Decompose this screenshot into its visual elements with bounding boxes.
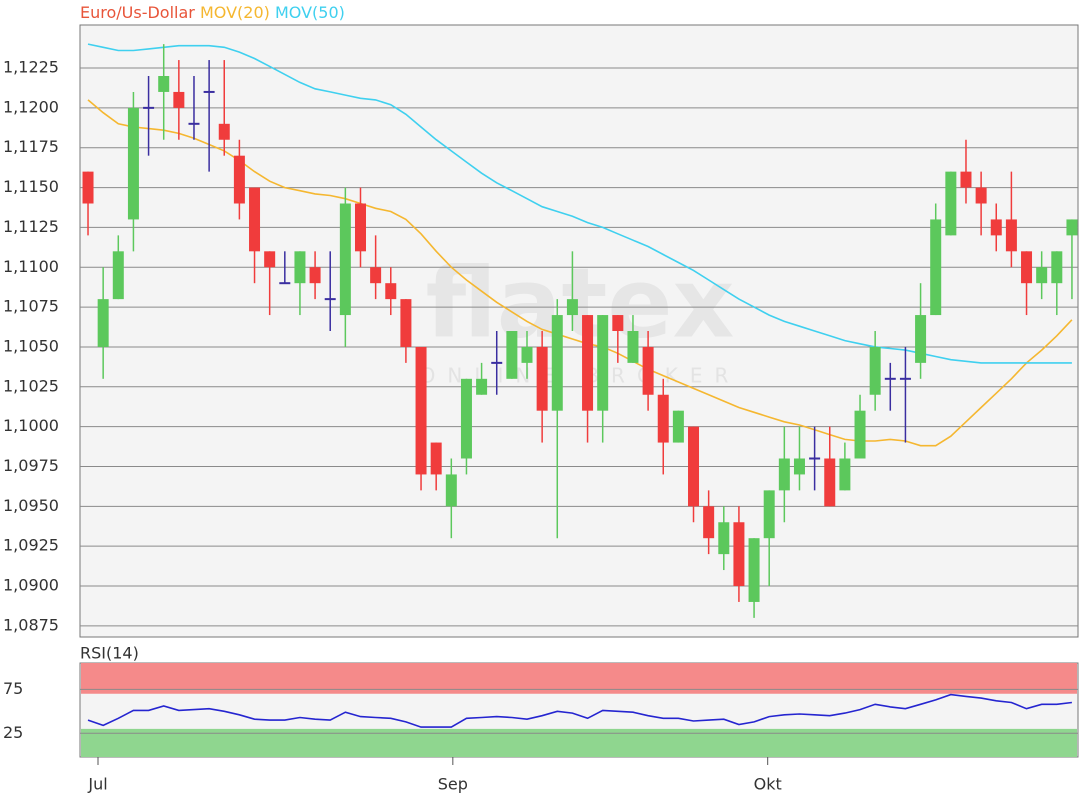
candle-body: [642, 346, 654, 395]
candle-body: [718, 522, 730, 555]
y-tick-label: 25: [3, 723, 23, 742]
x-tick-label: Jul: [87, 775, 107, 794]
candle-body: [158, 76, 170, 92]
candle-body: [793, 458, 805, 475]
y-tick-label: 1,1175: [3, 137, 59, 156]
legend-entry: MOV(50): [275, 3, 345, 22]
price-plot-area: [79, 24, 1079, 638]
y-tick-label: 1,0950: [3, 496, 59, 515]
candle-body: [733, 522, 745, 586]
x-tick-label: Okt: [754, 775, 782, 794]
candle-body: [264, 251, 276, 268]
candle-body: [400, 299, 412, 347]
candle-body: [1066, 219, 1078, 236]
y-tick-label: 1,0925: [3, 536, 59, 555]
candle-body: [249, 187, 261, 252]
y-tick-label: 1,1050: [3, 336, 59, 355]
candle-body: [975, 187, 987, 204]
candle-body: [688, 426, 700, 507]
candle-body: [97, 299, 109, 347]
watermark: flatex: [426, 247, 735, 359]
series-line: [87, 99, 1073, 447]
candle-body: [672, 410, 684, 443]
candle-body: [476, 378, 488, 395]
candle-body: [582, 315, 594, 411]
candle-body: [703, 506, 715, 539]
candle-body: [460, 378, 472, 459]
candle-body: [1021, 251, 1033, 284]
candle-body: [82, 171, 94, 204]
rsi-title: RSI(14): [80, 644, 139, 663]
legend-entry: MOV(20): [200, 3, 270, 22]
candle-body: [597, 315, 609, 411]
candle-body: [536, 346, 548, 411]
candle-body: [294, 251, 306, 284]
candle-body: [415, 346, 427, 475]
y-tick-label: 1,1150: [3, 177, 59, 196]
candle-body: [1051, 251, 1063, 284]
candle-body: [778, 458, 790, 491]
series-line: [87, 693, 1072, 728]
legend: Euro/Us-Dollar MOV(20) MOV(50): [80, 3, 345, 22]
candle-body: [990, 219, 1002, 236]
candle-body: [354, 203, 366, 252]
candle-body: [430, 442, 442, 475]
candle-body: [612, 315, 624, 331]
zone-band: [81, 663, 1077, 694]
y-tick-label: 1,1200: [3, 97, 59, 116]
candle-body: [112, 251, 124, 300]
candle-body: [1005, 219, 1017, 252]
y-tick-label: 75: [3, 679, 23, 698]
candle-body: [748, 538, 760, 602]
x-tick-label: Sep: [438, 775, 468, 794]
candle-body: [521, 346, 533, 363]
series-line: [87, 43, 1072, 364]
candle-body: [945, 171, 957, 236]
candle-body: [960, 171, 972, 188]
candle-body: [930, 219, 942, 316]
candle-body: [445, 474, 457, 507]
y-tick-label: 1,1000: [3, 416, 59, 435]
candle-body: [763, 490, 775, 539]
y-tick-label: 1,1025: [3, 376, 59, 395]
y-tick-label: 1,1225: [3, 58, 59, 77]
candle-body: [839, 458, 851, 491]
candle-body: [506, 331, 518, 379]
candle-body: [385, 283, 397, 300]
candle-body: [370, 267, 382, 284]
y-tick-label: 1,0900: [3, 576, 59, 595]
y-tick-label: 1,1100: [3, 257, 59, 276]
candle-body: [339, 203, 351, 316]
y-tick-label: 1,1125: [3, 217, 59, 236]
candle-body: [915, 315, 927, 363]
candle-body: [824, 458, 836, 507]
y-tick-label: 1,0975: [3, 456, 59, 475]
candle-body: [566, 299, 578, 316]
candle-body: [551, 315, 563, 411]
candle-body: [854, 410, 866, 459]
candle-body: [173, 91, 185, 108]
candle-body: [218, 123, 230, 140]
candle-body: [309, 267, 321, 284]
candle-body: [627, 331, 639, 363]
candle-body: [657, 394, 669, 443]
candle-body: [869, 346, 881, 395]
candle-body: [127, 107, 139, 220]
chart-title: Euro/Us-Dollar: [80, 3, 195, 22]
y-tick-label: 1,0875: [3, 615, 59, 634]
y-tick-label: 1,1075: [3, 297, 59, 316]
candle-body: [1036, 267, 1048, 284]
candle-body: [233, 155, 245, 204]
